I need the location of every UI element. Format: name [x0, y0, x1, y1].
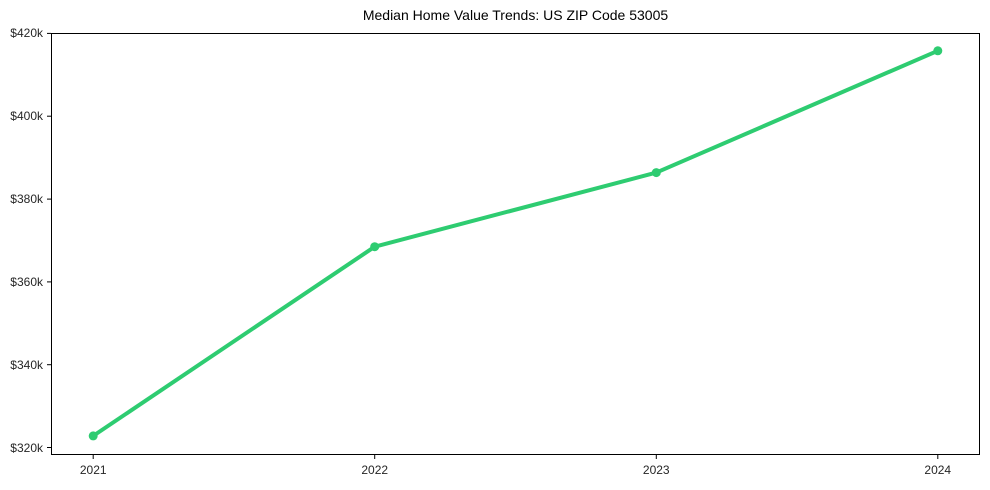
- data-point: [933, 46, 943, 56]
- x-tick-label: 2022: [361, 463, 389, 477]
- axis-tick-marks: [47, 32, 939, 459]
- series-line: [91, 48, 940, 438]
- x-tick-label: 2021: [79, 463, 107, 477]
- y-tick-label: $380k: [10, 192, 43, 207]
- y-tick-label: $420k: [10, 26, 43, 41]
- data-point: [88, 431, 98, 441]
- data-point-markers: [88, 46, 943, 441]
- y-tick-label: $340k: [10, 357, 43, 372]
- plot-border: [51, 33, 980, 455]
- y-tick-label: $360k: [10, 274, 43, 289]
- x-tick-label: 2024: [924, 463, 952, 477]
- y-tick-label: $320k: [10, 440, 43, 455]
- line-chart-plot-area: [47, 32, 980, 459]
- y-tick-label: $400k: [10, 109, 43, 124]
- chart-title: Median Home Value Trends: US ZIP Code 53…: [362, 7, 669, 23]
- data-point: [651, 168, 661, 178]
- data-point: [370, 242, 380, 252]
- x-tick-label: 2023: [642, 463, 670, 477]
